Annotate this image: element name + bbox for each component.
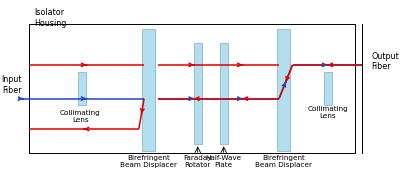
- Text: Input
Fiber: Input Fiber: [1, 76, 22, 95]
- Text: Faraday
Rotator: Faraday Rotator: [184, 155, 212, 168]
- Bar: [194, 43, 202, 144]
- Text: Isolator
Housing: Isolator Housing: [34, 8, 66, 28]
- Text: Birefringent
Beam Displacer: Birefringent Beam Displacer: [120, 155, 177, 168]
- Text: Output
Fiber: Output Fiber: [371, 52, 399, 71]
- Text: Collimating
Lens: Collimating Lens: [60, 110, 100, 123]
- Bar: [142, 29, 155, 151]
- Text: Birefringent
Beam Displacer: Birefringent Beam Displacer: [255, 155, 312, 168]
- Text: Collimating
Lens: Collimating Lens: [308, 106, 348, 119]
- Bar: [324, 72, 332, 105]
- Bar: [29, 24, 355, 153]
- Bar: [78, 72, 86, 105]
- Bar: [220, 43, 228, 144]
- Text: Half-Wave
Plate: Half-Wave Plate: [206, 155, 242, 168]
- Bar: [276, 29, 290, 151]
